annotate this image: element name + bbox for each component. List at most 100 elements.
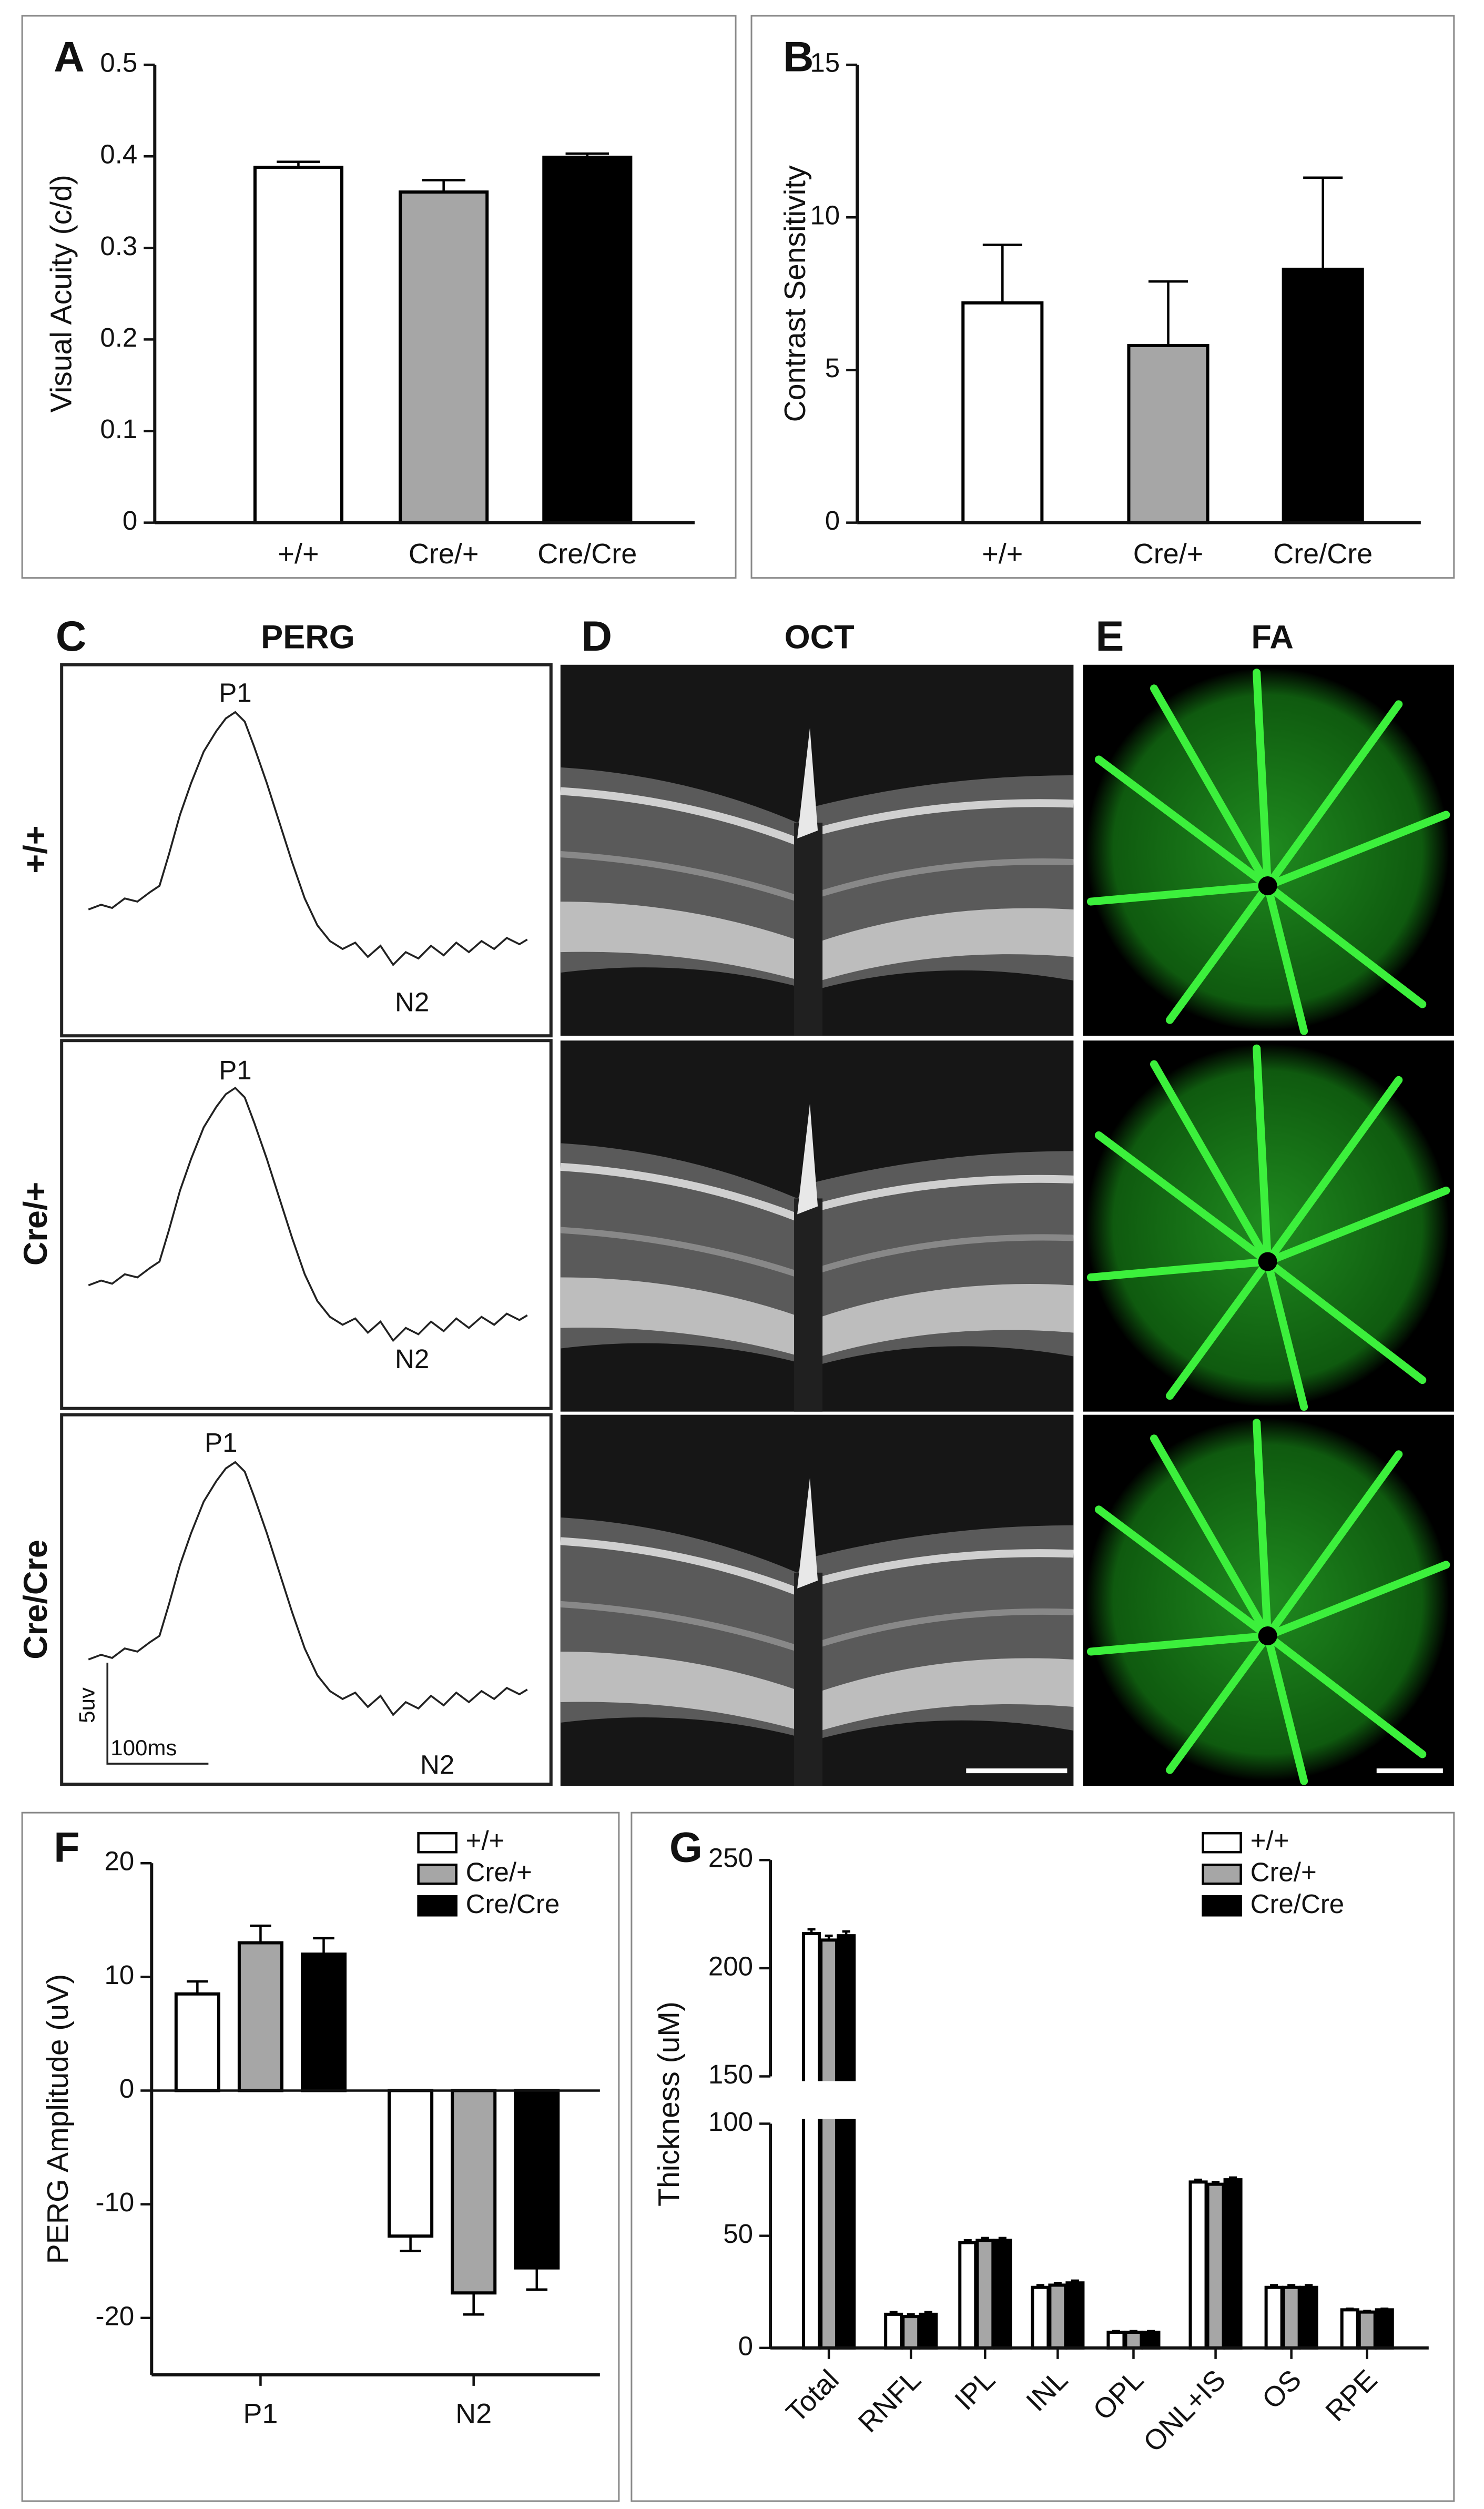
- panel-letter: C: [56, 613, 87, 660]
- error-bar: [1305, 2284, 1313, 2288]
- error-bar: [250, 1924, 271, 1943]
- row: +/+ P1 N2: [17, 665, 1454, 1036]
- bar: [1031, 2285, 1050, 2350]
- fa-image: [1083, 665, 1453, 1036]
- bar: [1141, 2330, 1161, 2350]
- y-tick-label: 200: [708, 1951, 753, 1981]
- panel-frame: [750, 15, 1455, 579]
- error-bar: [1380, 2307, 1389, 2310]
- bar: [837, 1934, 856, 2350]
- bar: [174, 1992, 220, 2092]
- column-title: PERG: [261, 619, 355, 655]
- x-tick-label: RPE: [1319, 2364, 1383, 2427]
- y-axis-title: Contrast Sensitivity: [778, 165, 812, 422]
- panel-letter: B: [783, 33, 814, 80]
- error-bar: [1148, 280, 1188, 346]
- x-tick-label: +/+: [982, 538, 1023, 570]
- y-axis-title: PERG Amplitude (uV): [41, 1974, 75, 2264]
- y-tick-label: 50: [723, 2219, 753, 2249]
- y-axis-title: Visual Acuity (c/d): [44, 175, 78, 412]
- bar: [1375, 2308, 1394, 2350]
- bar: [300, 1952, 347, 2092]
- error-bar: [1053, 2281, 1062, 2285]
- bar: [802, 1932, 821, 2350]
- error-bar: [1194, 2178, 1203, 2182]
- bar: [542, 155, 633, 524]
- x-tick-label: INL: [1020, 2364, 1074, 2417]
- panel-letter: E: [1095, 613, 1124, 660]
- legend-label: Cre/+: [1251, 1857, 1317, 1887]
- x-tick-label: Cre/Cre: [1273, 538, 1373, 570]
- error-bar: [907, 2313, 915, 2317]
- x-tick-label: Cre/Cre: [537, 538, 637, 570]
- x-tick-label: OPL: [1087, 2364, 1150, 2426]
- trough-label: N2: [420, 1750, 454, 1780]
- bar: [1048, 2283, 1068, 2350]
- perg-frame: [60, 663, 553, 1038]
- x-tick-label: ONL+IS: [1137, 2364, 1232, 2458]
- scale-label: 5uv: [74, 1687, 99, 1723]
- error-bar: [842, 1930, 850, 1936]
- y-tick-label: 150: [708, 2059, 753, 2089]
- row-label: Cre/Cre: [17, 1540, 54, 1660]
- x-tick-label: N2: [455, 2398, 492, 2430]
- bar: [1106, 2330, 1126, 2350]
- error-bar: [400, 2236, 421, 2252]
- bar: [919, 2312, 938, 2350]
- error-bar: [1270, 2284, 1278, 2288]
- error-bar: [825, 1934, 833, 1940]
- bar: [1127, 344, 1209, 524]
- column-title: FA: [1251, 619, 1294, 655]
- y-tick-label: 250: [708, 1843, 753, 1873]
- bar: [1340, 2308, 1359, 2350]
- error-bar: [1287, 2284, 1296, 2288]
- error-bar: [422, 179, 465, 193]
- error-bar: [565, 152, 609, 157]
- axis-break: [755, 2081, 1429, 2119]
- bar: [399, 190, 489, 524]
- legend-swatch: [1202, 1863, 1242, 1885]
- bar: [253, 166, 344, 524]
- y-tick-label: 0: [738, 2331, 753, 2361]
- legend-swatch: [417, 1832, 458, 1854]
- legend-label: Cre/Cre: [1251, 1889, 1345, 1919]
- peak-label: P1: [219, 677, 251, 707]
- row: Cre/Cre P1 N2 5uv 100ms: [17, 1415, 1454, 1786]
- column-title: OCT: [785, 619, 855, 655]
- bar: [975, 2239, 995, 2350]
- error-bar: [1129, 2330, 1137, 2333]
- scale-bar: [966, 1768, 1068, 1774]
- legend-swatch: [417, 1863, 458, 1885]
- error-bar: [187, 1980, 208, 1994]
- x-tick-label: Total: [780, 2364, 845, 2429]
- error-bar: [1036, 2284, 1044, 2288]
- panel-letter: A: [54, 33, 85, 80]
- error-bar: [924, 2311, 932, 2314]
- legend-swatch: [417, 1895, 458, 1917]
- row: Cre/+ P1 N2: [17, 1040, 1454, 1411]
- error-bar: [1363, 2310, 1371, 2312]
- oct-image: [561, 1415, 1074, 1786]
- bar: [514, 2089, 560, 2270]
- y-tick-label: 5: [825, 353, 840, 383]
- trough-label: N2: [395, 1344, 429, 1374]
- error-bar: [1303, 176, 1343, 269]
- bar: [1357, 2310, 1377, 2350]
- legend-label: +/+: [1251, 1826, 1289, 1856]
- bar: [1065, 2281, 1085, 2350]
- error-bar: [982, 244, 1022, 303]
- error-bar: [1212, 2181, 1220, 2184]
- y-tick-label: 0.4: [100, 139, 137, 169]
- y-tick-label: 0: [123, 505, 137, 535]
- x-tick-label: +/+: [278, 538, 319, 570]
- error-bar: [807, 1928, 816, 1934]
- bar: [819, 1938, 839, 2350]
- bar: [958, 2241, 978, 2350]
- peak-label: P1: [219, 1055, 251, 1085]
- error-bar: [463, 2293, 484, 2316]
- y-tick-label: 100: [708, 2107, 753, 2137]
- y-tick-label: 0.3: [100, 231, 137, 261]
- scale-bar: [106, 1662, 209, 1765]
- y-tick-label: 0: [825, 505, 840, 535]
- error-bar: [1112, 2330, 1120, 2333]
